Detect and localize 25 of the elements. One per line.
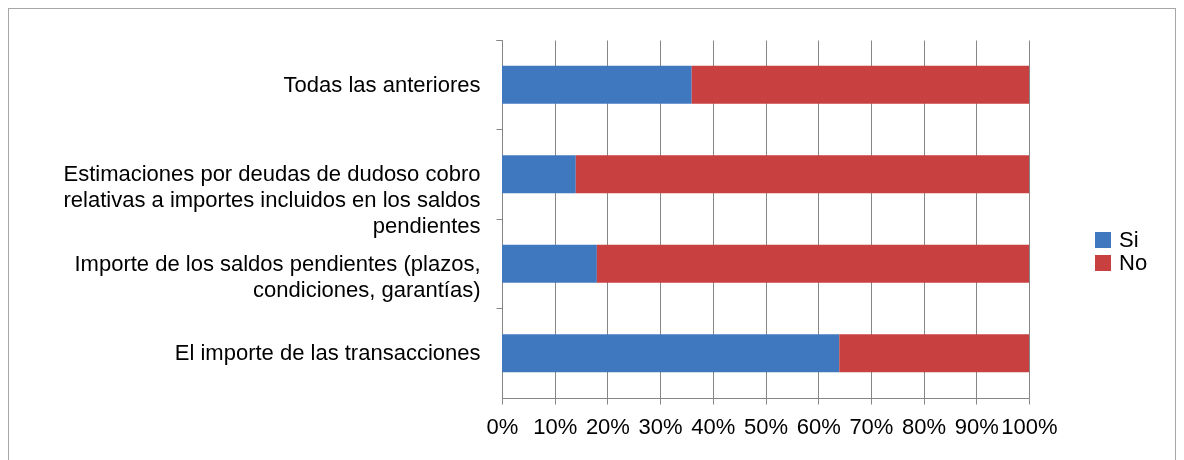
legend-label: No <box>1119 250 1148 275</box>
x-tick-label: 70% <box>849 413 894 439</box>
x-tick-label: 20% <box>585 413 630 439</box>
x-tick-label: 60% <box>796 413 841 439</box>
x-tick-label: 10% <box>533 413 578 439</box>
bar <box>502 244 597 283</box>
x-tick-label: 90% <box>954 413 999 439</box>
x-tick-label: 100% <box>1001 413 1058 439</box>
bar <box>839 334 1029 373</box>
y-tick-label: El importe de las transacciones <box>174 340 481 366</box>
y-tick-label: Importe de los saldos pendientes (plazos, condiciones, garantías) <box>74 250 481 302</box>
bar <box>502 155 576 194</box>
y-tick-label: Estimaciones por deudas de dudoso cobro relativas a importes incluidos en los saldos pendientes <box>63 161 481 239</box>
y-tick-label: Todas las anteriores <box>283 71 481 97</box>
x-tick-label: 30% <box>638 413 683 439</box>
bar <box>575 155 1029 194</box>
bar <box>691 65 1029 104</box>
x-tick-label: 40% <box>691 413 736 439</box>
bar <box>596 244 1029 283</box>
x-tick-label: 0% <box>486 413 519 439</box>
bar <box>502 65 692 104</box>
x-tick-label: 80% <box>902 413 947 439</box>
bar <box>502 334 840 373</box>
legend-label: Si <box>1119 227 1139 252</box>
x-tick-label: 50% <box>743 413 789 439</box>
